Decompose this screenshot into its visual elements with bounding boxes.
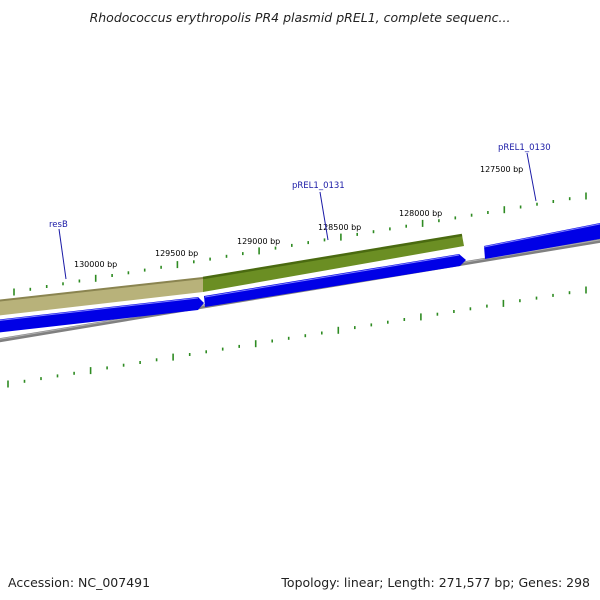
gene-arrow-pREL1-0131[interactable] [204, 254, 466, 307]
sequence-summary: Topology: linear; Length: 271,577 bp; Ge… [281, 575, 590, 590]
feature-pREL1-0131[interactable] [203, 235, 464, 292]
gene-label-pREL1-0130[interactable]: pREL1_0130 [498, 143, 551, 153]
gene-arrow-pREL1-0130[interactable] [484, 222, 600, 259]
scale-label-128000: 128000 bp [399, 209, 442, 218]
scale-labels: 130000 bp 129500 bp 129000 bp 128500 bp … [74, 165, 523, 269]
gene-labels: resB pREL1_0131 pREL1_0130 [49, 143, 551, 280]
scale-ticks-lower [7, 286, 587, 388]
gene-label-pREL1-0131[interactable]: pREL1_0131 [292, 181, 345, 191]
feature-resB[interactable] [0, 278, 203, 316]
scale-ticks-upper [13, 192, 587, 296]
scale-label-128500: 128500 bp [318, 223, 361, 232]
gene-arrow-resB-highlight [0, 297, 199, 321]
scale-label-130000: 130000 bp [74, 260, 117, 269]
gene-arrow-pREL1-0131-highlight [204, 254, 460, 298]
gene-label-resB[interactable]: resB [49, 220, 68, 230]
pREL1-0131-label-line [319, 191, 329, 241]
gene-track [0, 222, 600, 333]
map-title: Rhodococcus erythropolis PR4 plasmid pRE… [89, 10, 511, 25]
feature-resB-edge [0, 277, 204, 302]
scale-label-127500: 127500 bp [480, 165, 523, 174]
gene-arrow-pREL1-0130-highlight [483, 223, 600, 248]
scale-label-129500: 129500 bp [155, 249, 198, 258]
feature-track [0, 233, 464, 316]
resB-label-line [58, 228, 67, 280]
gene-arrow-resB[interactable] [0, 297, 204, 333]
feature-pREL1-0131-edge [202, 233, 463, 280]
pREL1-0130-label-line [526, 152, 537, 202]
scale-label-129000: 129000 bp [237, 237, 280, 246]
accession-text: Accession: NC_007491 [8, 575, 151, 590]
